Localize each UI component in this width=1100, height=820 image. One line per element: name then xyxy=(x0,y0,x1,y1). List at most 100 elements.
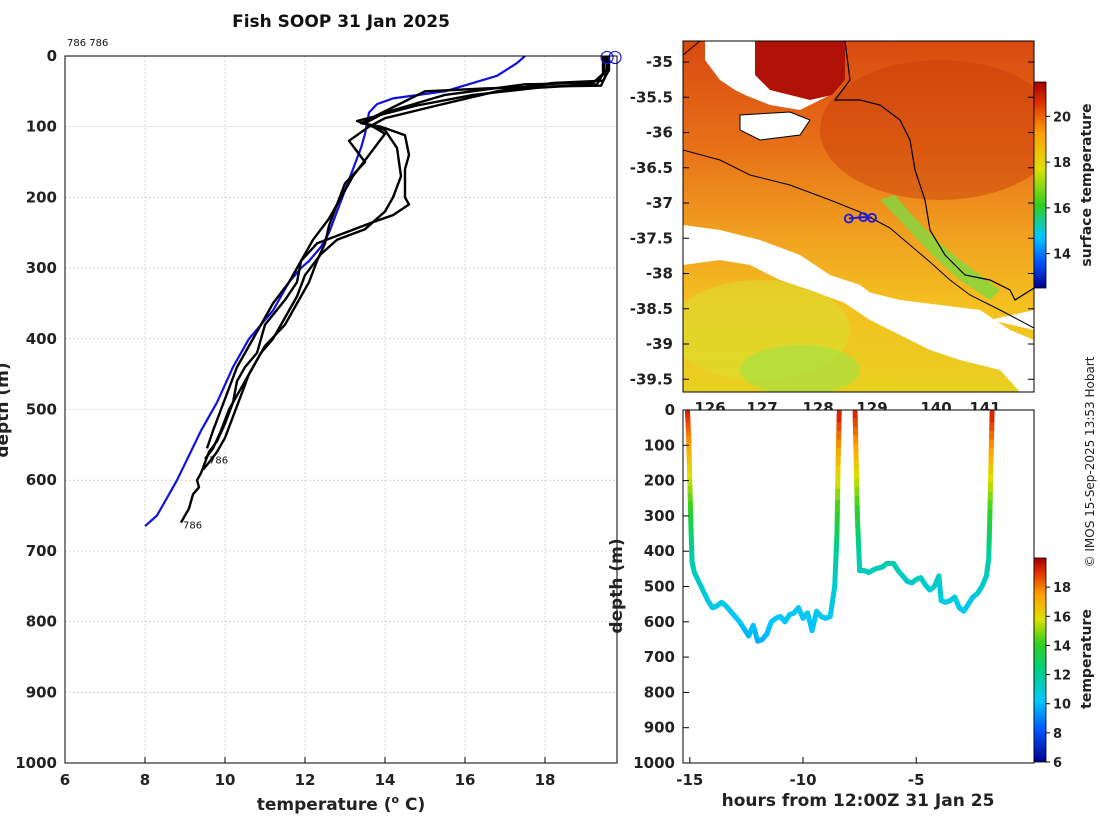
x-tick-label: 18 xyxy=(535,771,556,789)
x-tick-label: 10 xyxy=(215,771,236,789)
depth-y-tick-label: 300 xyxy=(644,507,675,525)
lat-tick-label: -38.5 xyxy=(630,300,673,318)
depth-y-tick-label: 600 xyxy=(644,613,675,631)
profile-line-2 xyxy=(202,56,609,471)
sst-colorbar-tick-label: 18 xyxy=(1053,156,1071,171)
sst-colorbar-tick-label: 14 xyxy=(1053,248,1071,263)
temperature-colorbar-tick-label: 6 xyxy=(1053,756,1062,771)
depth-track xyxy=(685,410,995,644)
depth-y-tick-label: 0 xyxy=(665,401,675,419)
credit-text: © IMOS 15-Sep-2025 13:53 Hobart xyxy=(1083,356,1097,567)
lat-tick-label: -37 xyxy=(646,194,673,212)
x-axis-label-unit: C) xyxy=(399,795,425,815)
sst-colorbar-tick-label: 20 xyxy=(1053,110,1071,125)
y-tick-label: 1000 xyxy=(15,754,57,772)
sst-colorbar xyxy=(1033,81,1047,289)
y-tick-label: 600 xyxy=(26,471,57,489)
temperature-colorbar-tick-label: 10 xyxy=(1053,698,1071,713)
y-tick-label: 0 xyxy=(47,47,57,65)
lat-tick-label: -38 xyxy=(646,265,673,283)
depth-y-tick-label: 500 xyxy=(644,578,675,596)
sst-colorbar-label: surface temperature xyxy=(1079,103,1095,266)
depth-x-tick-label: -15 xyxy=(676,771,703,789)
profile-panel: Fish SOOP 31 Jan 2025 786 786 786 786 6 8 1… xyxy=(0,12,622,815)
lat-tick-label: -36 xyxy=(646,124,673,142)
temperature-colorbar-tick-label: 18 xyxy=(1053,581,1071,596)
temperature-colorbar xyxy=(1033,557,1047,763)
temperature-colorbar-ticks: 6 8 10 12 14 16 18 xyxy=(1046,581,1071,771)
y-tick-label: 800 xyxy=(26,613,57,631)
x-tick-labels: 6 8 10 12 14 16 18 xyxy=(60,771,556,789)
temperature-colorbar-tick-label: 14 xyxy=(1053,639,1071,654)
x-tick-label: 12 xyxy=(295,771,316,789)
depth-y-tick-label: 1000 xyxy=(633,754,675,772)
profile-id-label: 786 xyxy=(209,456,228,467)
y-axis-label: depth (m) xyxy=(0,362,13,457)
plot-frame xyxy=(64,55,618,764)
y-tick-label: 700 xyxy=(26,542,57,560)
x-tick-label: 8 xyxy=(140,771,150,789)
temperature-colorbar-label: temperature xyxy=(1079,609,1095,709)
temperature-colorbar-tick-label: 16 xyxy=(1053,610,1071,625)
depth-x-tick-labels: -15 -10 -5 xyxy=(676,757,925,789)
lat-tick-label: -39 xyxy=(646,335,673,353)
y-tick-label: 100 xyxy=(26,118,57,136)
x-tick-label: 6 xyxy=(60,771,70,789)
x-axis-label: temperature (o C) xyxy=(257,793,426,815)
sst-map-panel: -35 -35.5 -36 -36.5 -37 -37.5 -38 -38.5 -39 -39.5… xyxy=(630,40,1095,417)
chart-title: Fish SOOP 31 Jan 2025 xyxy=(232,12,450,32)
coastline xyxy=(833,41,1034,301)
x-axis-label-base: temperature ( xyxy=(257,795,392,815)
sst-colorbar-tick-label: 16 xyxy=(1053,202,1071,217)
coast-west xyxy=(683,41,701,56)
sst-map xyxy=(683,41,1034,392)
warm-water-patch xyxy=(820,60,1034,200)
latitude-tick-labels: -35 -35.5 -36 -36.5 -37 -37.5 -38 -38.5 -39 -39.5 xyxy=(630,53,1034,388)
temperature-colorbar-tick-label: 8 xyxy=(1053,727,1062,742)
kangaroo-island xyxy=(739,111,811,141)
cloud-mask-south xyxy=(800,280,1034,392)
x-tick-label: 16 xyxy=(455,771,476,789)
y-tick-label: 400 xyxy=(26,330,57,348)
y-tick-label: 200 xyxy=(26,188,57,206)
shelf-edge-contour xyxy=(683,149,1034,329)
depth-y-tick-label: 100 xyxy=(644,436,675,454)
lat-tick-label: -39.5 xyxy=(630,370,673,388)
cool-water-patch-south xyxy=(740,345,860,392)
track-line xyxy=(848,216,873,220)
depth-x-tick-label: -5 xyxy=(908,771,925,789)
x-tick-label: 14 xyxy=(375,771,396,789)
depth-x-tick-label: -10 xyxy=(789,771,816,789)
surface-markers xyxy=(600,50,622,65)
gulf-warm-water xyxy=(755,41,845,100)
depth-y-tick-label: 700 xyxy=(644,648,675,666)
depth-y-tick-label: 200 xyxy=(644,472,675,490)
depth-y-tick-labels: 0 100 200 300 400 500 600 700 800 900 1000 xyxy=(633,401,689,772)
depth-y-tick-label: 400 xyxy=(644,542,675,560)
lat-tick-label: -35.5 xyxy=(630,88,673,106)
depth-y-tick-label: 900 xyxy=(644,719,675,737)
cloud-mask-west xyxy=(683,225,880,305)
surface-marker xyxy=(600,50,614,65)
temperature-colorbar-tick-label: 12 xyxy=(1053,669,1071,684)
y-tick-label: 300 xyxy=(26,259,57,277)
profile-line-4 xyxy=(205,56,605,449)
surface-marker xyxy=(608,50,622,65)
lat-tick-label: -36.5 xyxy=(630,159,673,177)
cloud-mask-east xyxy=(990,310,1034,330)
x-axis-label-degree: o xyxy=(392,793,400,806)
lat-tick-label: -35 xyxy=(646,53,673,71)
sst-colorbar-ticks: 14 16 18 20 xyxy=(1046,110,1071,263)
y-tick-labels: 0 100 200 300 400 500 600 700 800 900 1000 xyxy=(15,47,57,772)
depth-x-axis-label: hours from 12:00Z 31 Jan 25 xyxy=(722,791,995,811)
profile-id-label: 786 xyxy=(183,521,202,532)
profile-annotations: 786 786 xyxy=(183,456,228,532)
y-tick-label: 900 xyxy=(26,683,57,701)
depth-y-axis-label: depth (m) xyxy=(607,538,627,633)
lat-tick-label: -37.5 xyxy=(630,229,673,247)
depth-y-tick-label: 800 xyxy=(644,683,675,701)
series-group xyxy=(144,56,611,528)
ship-track xyxy=(843,212,877,224)
